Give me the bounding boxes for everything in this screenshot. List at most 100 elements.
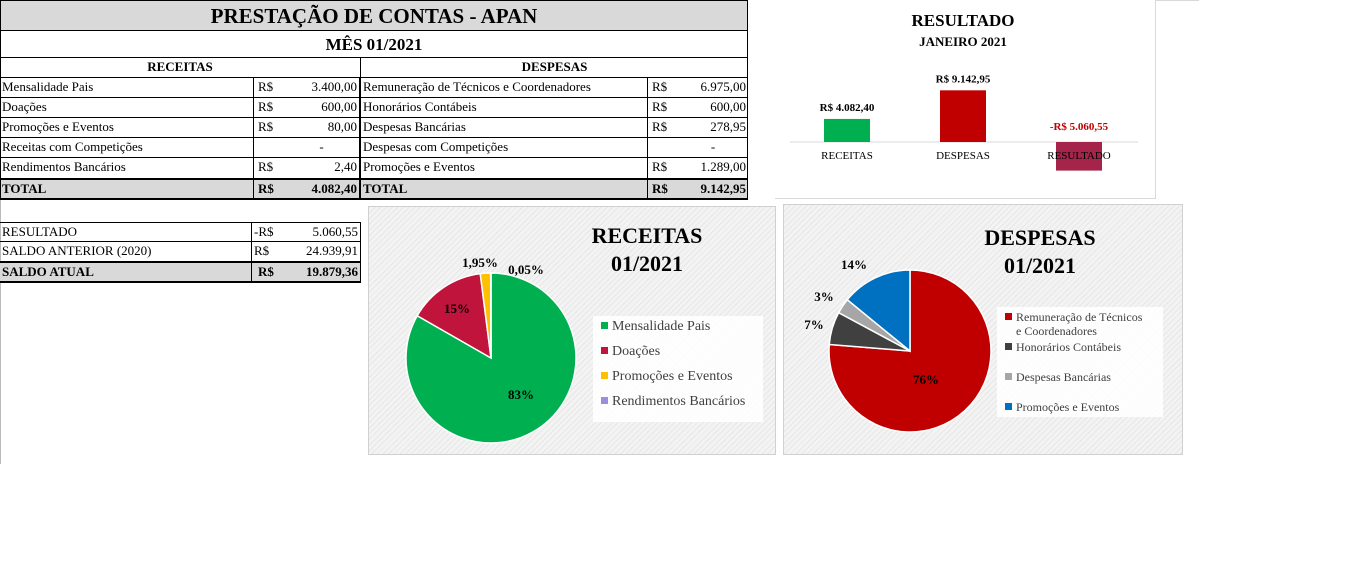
despesas-pie-subtitle: 01/2021	[1004, 253, 1076, 278]
bar-receitas	[824, 118, 870, 142]
saldo-atual-label: SALDO ATUAL	[0, 263, 252, 281]
table-left-border	[0, 58, 1, 200]
despesas-row-label: Despesas com Competições	[361, 138, 648, 157]
pie-percent-label: 3%	[814, 289, 834, 304]
legend-swatch	[601, 347, 608, 354]
bar-data-label: R$ 4.082,40	[820, 102, 875, 114]
receitas-row-value: 3.400,00	[284, 78, 361, 97]
despesas-pie-title: DESPESAS	[984, 225, 1095, 250]
legend-swatch	[601, 397, 608, 404]
receitas-row-currency: R$	[258, 119, 274, 134]
bar-resultado	[1056, 142, 1102, 171]
account-row: Rendimentos Bancários R$ 2,40 Promoções e E…	[0, 158, 748, 178]
receitas-total-label: TOTAL	[0, 180, 254, 198]
despesas-total-currency: R$	[652, 181, 668, 196]
header-title-band	[0, 0, 748, 31]
saldo-anterior-value: 24.939,91	[288, 242, 361, 261]
legend-swatch	[601, 372, 608, 379]
receitas-row-currency: R$	[258, 79, 274, 94]
legend-swatch	[1005, 313, 1012, 320]
saldo-row-atual: SALDO ATUAL R$ 19.879,36	[0, 262, 361, 283]
despesas-row-label: Despesas Bancárias	[361, 118, 648, 137]
top-right-rule	[1155, 0, 1199, 1]
receitas-row-value: 600,00	[284, 98, 361, 117]
receitas-row-label: Doações	[0, 98, 254, 117]
total-row: TOTAL R$ 4.082,40 TOTAL R$ 9.142,95	[0, 178, 748, 200]
despesas-row-value: 1.289,00	[700, 159, 747, 174]
despesas-row-currency: R$	[652, 79, 668, 94]
despesas-row-currency	[648, 138, 678, 157]
despesas-pie-svg: DESPESAS 01/2021 76% 7% 3% 14% Remuneração d…	[804, 225, 1163, 433]
pie-percent-label: 0,05%	[508, 262, 544, 277]
receitas-row-value: -	[284, 138, 361, 157]
legend-background	[593, 316, 763, 422]
despesas-row-value: 6.975,00	[700, 79, 747, 94]
legend-entry: Honorários Contábeis	[1016, 340, 1121, 354]
bar-data-label: -R$ 5.060,55	[1050, 121, 1109, 133]
account-row: Doações R$ 600,00 Honorários Contábeis R$ 600…	[0, 98, 748, 118]
legend-entry: Promoções e Eventos	[1016, 400, 1120, 414]
pie-slice	[416, 272, 492, 360]
legend-swatch	[601, 322, 608, 329]
despesas-row-currency: R$	[652, 119, 668, 134]
receitas-row-label: Receitas com Competições	[0, 138, 254, 157]
pie-legend: Remuneração de Técnicos e Coordenadores Ho…	[997, 307, 1163, 417]
receitas-row-label: Rendimentos Bancários	[0, 158, 254, 178]
resultado-chart: RESULTADO JANEIRO 2021 R$ 4.082,40 RECEIT…	[775, 0, 1156, 199]
receitas-row-label: Promoções e Eventos	[0, 118, 254, 137]
receitas-row-value: 80,00	[284, 118, 361, 137]
section-headings: RECEITAS DESPESAS	[0, 58, 748, 78]
saldo-atual-currency: R$	[258, 264, 274, 279]
legend-entry: Despesas Bancárias	[1016, 370, 1111, 384]
despesas-row-label: Remuneração de Técnicos e Coordenadores	[361, 78, 648, 97]
page-title: PRESTAÇÃO DE CONTAS - APAN	[210, 4, 538, 28]
bar-chart-subtitle: JANEIRO 2021	[919, 34, 1007, 49]
pie-legend: Mensalidade Pais Doações Promoções e Event…	[593, 316, 763, 422]
despesas-total-label: TOTAL	[361, 180, 648, 198]
legend-swatch	[1005, 343, 1012, 350]
receitas-heading: RECEITAS	[0, 58, 361, 77]
receitas-total-value: 4.082,40	[284, 180, 361, 198]
account-row: Mensalidade Pais R$ 3.400,00 Remuneração de…	[0, 78, 748, 98]
pie-slice	[846, 269, 911, 353]
legend-entry: Promoções e Eventos	[612, 369, 733, 384]
legend-background	[997, 307, 1163, 417]
bar-chart-title: RESULTADO	[912, 11, 1015, 30]
receitas-row-label: Mensalidade Pais	[0, 78, 254, 97]
receitas-pie-svg: RECEITAS 01/2021 83% 15% 1,95% 0,05% Mensali…	[405, 223, 763, 444]
despesas-row-currency: R$	[652, 99, 668, 114]
bar-data-label: R$ 9.142,95	[936, 73, 991, 85]
sheet-left-border	[0, 200, 1, 464]
despesas-row-label: Honorários Contábeis	[361, 98, 648, 117]
despesas-row-currency: R$	[652, 159, 668, 174]
legend-swatch	[1005, 373, 1012, 380]
despesas-row-value: -	[710, 139, 716, 154]
account-row: Receitas com Competições - Despesas com Co…	[0, 138, 748, 158]
pie-percent-label: 14%	[841, 257, 867, 272]
pie-percent-label: 76%	[913, 372, 939, 387]
table-right-border	[747, 58, 748, 200]
bar-despesas	[940, 90, 986, 142]
receitas-pie-chart: RECEITAS 01/2021 83% 15% 1,95% 0,05% Mensali…	[368, 206, 776, 455]
pie-percent-label: 7%	[804, 317, 824, 332]
saldo-anterior-label: SALDO ANTERIOR (2020)	[0, 242, 252, 261]
bar-category-label: RECEITAS	[821, 150, 873, 162]
despesas-row-value: 278,95	[710, 119, 746, 134]
bar-category-label: DESPESAS	[936, 150, 990, 162]
despesas-row-value: 600,00	[710, 99, 746, 114]
resultado-label: RESULTADO	[0, 223, 252, 241]
receitas-row-value: 2,40	[284, 158, 361, 178]
resultado-value: 5.060,55	[288, 223, 361, 241]
resultado-bar-svg: RESULTADO JANEIRO 2021 R$ 4.082,40 RECEIT…	[790, 11, 1138, 171]
despesas-pie-chart: DESPESAS 01/2021 76% 7% 3% 14% Remuneração d…	[783, 204, 1183, 455]
saldo-anterior-currency: R$	[254, 243, 270, 258]
saldo-atual-value: 19.879,36	[288, 263, 361, 281]
saldo-row-anterior: SALDO ANTERIOR (2020) R$ 24.939,91	[0, 242, 361, 262]
pie-percent-label: 1,95%	[462, 255, 498, 270]
despesas-heading: DESPESAS	[521, 59, 588, 74]
legend-swatch	[1005, 403, 1012, 410]
despesas-row-label: Promoções e Eventos	[361, 158, 648, 178]
legend-entry: Remuneração de Técnicos e Coordenadores	[1016, 310, 1143, 338]
receitas-row-currency	[254, 138, 284, 157]
saldo-row-resultado: RESULTADO -R$ 5.060,55	[0, 222, 361, 242]
